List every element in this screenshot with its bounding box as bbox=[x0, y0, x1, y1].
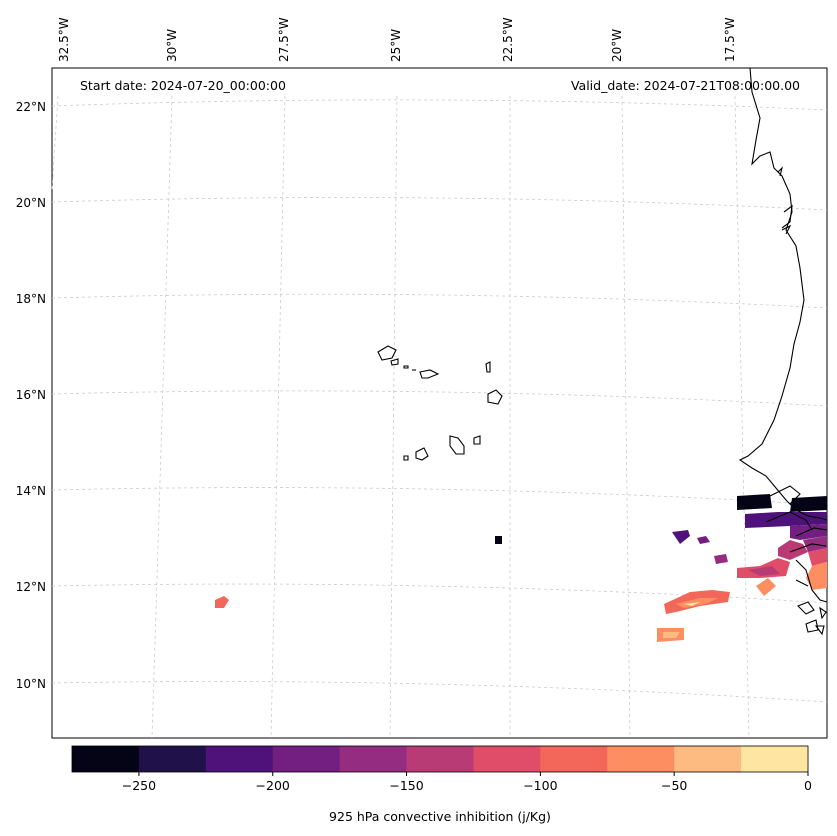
colorbar-tick-label: −150 bbox=[389, 778, 423, 793]
cin-patch bbox=[748, 566, 780, 576]
lon-label: 27.5°W bbox=[277, 17, 291, 62]
coast-detail bbox=[805, 619, 819, 633]
island-boa-vista bbox=[487, 389, 503, 405]
cin-patch bbox=[714, 554, 728, 564]
lat-label: 18°N bbox=[16, 292, 46, 306]
parallel-20n bbox=[51, 197, 828, 211]
cin-patch bbox=[672, 530, 690, 544]
lat-label: 16°N bbox=[16, 388, 46, 402]
coast-detail bbox=[781, 224, 792, 235]
parallel-22n bbox=[51, 99, 828, 111]
lat-label: 22°N bbox=[16, 100, 46, 114]
coast-detail bbox=[819, 606, 827, 620]
map-frame bbox=[51, 67, 828, 739]
coastlines bbox=[377, 67, 828, 636]
colorbar-tick-label: −50 bbox=[661, 778, 687, 793]
coast-detail bbox=[795, 559, 828, 603]
island-santiago bbox=[449, 435, 465, 455]
africa-coastline bbox=[738, 67, 828, 521]
meridian-27-5w bbox=[270, 95, 286, 739]
cin-patch bbox=[778, 540, 808, 560]
colorbar bbox=[72, 746, 809, 772]
coast-detail bbox=[765, 511, 813, 531]
colorbar-segment bbox=[674, 746, 742, 772]
lon-label: 22.5°W bbox=[501, 17, 515, 62]
lon-label: 32.5°W bbox=[57, 17, 71, 62]
colorbar-segment bbox=[540, 746, 608, 772]
island-sao-nicolau-main bbox=[419, 369, 440, 379]
meridian-20w bbox=[621, 95, 631, 739]
coast-detail bbox=[789, 543, 827, 553]
colorbar-segment bbox=[272, 746, 341, 772]
cin-patch bbox=[215, 596, 229, 608]
coast-detail bbox=[797, 601, 815, 615]
parallel-10n bbox=[51, 681, 828, 703]
cin-patch bbox=[806, 562, 827, 590]
cin-patch bbox=[697, 536, 710, 544]
coast-detail bbox=[781, 204, 793, 229]
cin-patch bbox=[808, 548, 827, 566]
island-maio bbox=[473, 435, 481, 445]
cin-patch bbox=[663, 632, 680, 638]
graticule bbox=[51, 95, 828, 739]
lat-label: 20°N bbox=[16, 196, 46, 210]
parallel-18n bbox=[51, 293, 828, 309]
colorbar-tick-label: −200 bbox=[256, 778, 290, 793]
lat-label: 10°N bbox=[16, 677, 46, 691]
cin-patch bbox=[790, 524, 827, 540]
cin-patch bbox=[756, 578, 776, 596]
colorbar-segment bbox=[406, 746, 474, 772]
colorbar-tick-label: −250 bbox=[122, 778, 156, 793]
lon-label: 25°W bbox=[389, 29, 403, 62]
parallel-14n bbox=[51, 487, 828, 506]
colorbar-ticks: −250 −200 −150 −100 −50 0 bbox=[122, 772, 812, 793]
coast-detail bbox=[769, 485, 801, 505]
cin-patch bbox=[684, 602, 700, 606]
colorbar-tick-label: −100 bbox=[523, 778, 557, 793]
meridian-17-5w bbox=[734, 95, 750, 739]
coast-detail bbox=[795, 579, 809, 587]
cin-patch bbox=[745, 512, 827, 528]
cin-patch bbox=[790, 496, 827, 512]
cin-patch bbox=[737, 494, 772, 510]
meridian-25w bbox=[389, 95, 398, 739]
colorbar-label: 925 hPa convective inhibition (j/Kg) bbox=[329, 809, 551, 824]
cin-patch bbox=[495, 536, 502, 544]
colorbar-frame bbox=[71, 745, 809, 773]
parallel-12n bbox=[51, 583, 828, 604]
island-brava bbox=[403, 455, 409, 461]
colorbar-segment bbox=[339, 746, 408, 772]
island-santa-luzia bbox=[403, 365, 409, 369]
lon-label: 20°W bbox=[610, 29, 624, 62]
cin-patches bbox=[215, 494, 827, 642]
colorbar-segment bbox=[72, 746, 140, 772]
colorbar-segment bbox=[607, 746, 675, 772]
lat-label: 12°N bbox=[16, 580, 46, 594]
island-sal bbox=[485, 361, 491, 373]
parallel-16n bbox=[51, 390, 828, 407]
colorbar-tick-label: 0 bbox=[804, 778, 812, 793]
lon-label: 30°W bbox=[165, 29, 179, 62]
meridian-32-5w bbox=[51, 95, 59, 191]
lat-labels: 22°N 20°N 18°N 16°N 14°N 12°N 10°N bbox=[16, 100, 46, 691]
lat-label: 14°N bbox=[16, 484, 46, 498]
coast-detail bbox=[795, 527, 828, 537]
lon-label: 17.5°W bbox=[723, 17, 737, 62]
colorbar-segment bbox=[138, 746, 207, 772]
coast-detail bbox=[777, 166, 784, 177]
colorbar-segment bbox=[741, 746, 809, 772]
colorbar-segment bbox=[205, 746, 274, 772]
start-date-label: Start date: 2024-07-20_00:00:00 bbox=[80, 78, 286, 93]
lon-labels: 32.5°W 30°W 27.5°W 25°W 22.5°W 20°W 17.5… bbox=[57, 17, 737, 62]
island-santo-antao bbox=[377, 345, 397, 361]
island-fogo bbox=[415, 447, 429, 461]
coast-detail bbox=[814, 625, 825, 636]
colorbar-segment bbox=[473, 746, 541, 772]
valid-date-label: Valid_date: 2024-07-21T08:00:00.00 bbox=[571, 78, 800, 93]
meridian-30w bbox=[151, 95, 173, 739]
island-sao-vicente bbox=[390, 358, 399, 366]
